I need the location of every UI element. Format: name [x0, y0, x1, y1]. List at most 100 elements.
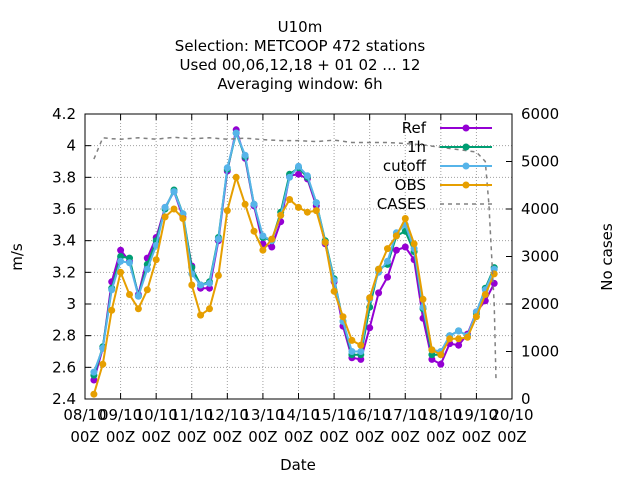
- legend-marker: [462, 124, 470, 132]
- data-point: [303, 172, 311, 180]
- data-point: [250, 227, 258, 235]
- data-point: [277, 211, 285, 219]
- data-point: [428, 346, 436, 354]
- y-tick-label: 4: [66, 137, 76, 155]
- x-tick-label-hour: 00Z: [141, 428, 170, 446]
- data-point: [197, 311, 205, 319]
- axes-ticks: 2.4 2.6 2.8 3 3.2 3.4 3.6 3.8 4 4.2 0 1000 2000 3000 4…: [52, 105, 559, 446]
- y2-tick-label: 0: [521, 390, 531, 408]
- data-point: [170, 205, 178, 213]
- x-tick-label-date: 17/10: [384, 406, 427, 424]
- y-tick-label: 3.8: [52, 168, 76, 186]
- y2-axis-label: No cases: [598, 223, 616, 291]
- data-point: [464, 333, 471, 341]
- data-point: [384, 257, 391, 265]
- data-point: [437, 360, 445, 368]
- legend-item: 1h: [407, 138, 492, 156]
- legend-label: cutoff: [383, 157, 427, 175]
- data-point: [188, 281, 196, 289]
- data-point: [259, 246, 267, 254]
- data-point: [428, 351, 436, 359]
- y2-tick-label: 5000: [521, 153, 559, 171]
- data-point: [90, 390, 98, 398]
- x-tick-label-date: 16/10: [348, 406, 391, 424]
- data-point: [384, 273, 391, 281]
- data-point: [197, 281, 205, 289]
- data-point: [303, 208, 311, 216]
- data-point: [455, 341, 463, 349]
- data-point: [206, 305, 213, 313]
- series-layer: [90, 125, 498, 398]
- data-point: [330, 287, 338, 295]
- x-tick-label-date: 10/10: [135, 406, 178, 424]
- y2-tick-label: 3000: [521, 248, 559, 266]
- x-tick-label-date: 18/10: [419, 406, 462, 424]
- data-point: [214, 272, 222, 279]
- y-tick-label: 4.2: [52, 105, 76, 123]
- x-tick-label-date: 15/10: [312, 406, 355, 424]
- data-point: [134, 305, 142, 313]
- data-point: [410, 240, 418, 248]
- x-tick-label-hour: 00Z: [106, 428, 135, 446]
- x-tick-label-hour: 00Z: [497, 428, 526, 446]
- data-point: [348, 348, 356, 355]
- data-point: [366, 324, 374, 332]
- data-point: [90, 368, 98, 376]
- y2-tick-label: 2000: [521, 295, 559, 313]
- data-point: [286, 196, 294, 203]
- data-point: [161, 213, 169, 221]
- legend-item: cutoff: [383, 157, 492, 175]
- x-tick-label-hour: 00Z: [70, 428, 99, 446]
- data-point: [206, 279, 213, 287]
- data-point: [99, 360, 107, 368]
- data-point: [357, 348, 365, 355]
- data-point: [357, 341, 365, 349]
- data-point: [401, 243, 409, 251]
- x-tick-label-date: 12/10: [206, 406, 249, 424]
- legend-item: OBS: [395, 176, 492, 194]
- data-point: [214, 235, 222, 243]
- data-point: [143, 265, 151, 273]
- legend-marker: [462, 162, 470, 170]
- x-tick-label-hour: 00Z: [213, 428, 242, 446]
- data-point: [143, 286, 151, 294]
- data-point: [312, 199, 320, 207]
- data-point: [268, 235, 276, 243]
- data-point: [152, 256, 160, 264]
- x-tick-label-date: 14/10: [277, 406, 320, 424]
- data-point: [295, 162, 302, 170]
- data-point: [117, 268, 125, 276]
- data-point: [401, 215, 409, 222]
- data-point: [375, 289, 383, 297]
- x-tick-label-date: 11/10: [170, 406, 213, 424]
- data-point: [268, 243, 276, 251]
- data-point: [223, 164, 231, 172]
- series-1h: [90, 129, 498, 379]
- data-point: [126, 259, 133, 267]
- chart-title: U10m Selection: METCOOP 472 stations Use…: [175, 18, 426, 93]
- data-point: [375, 265, 383, 273]
- data-point: [392, 232, 400, 240]
- y-tick-label: 3.2: [52, 263, 76, 281]
- y2-tick-label: 4000: [521, 200, 559, 218]
- y2-tick-label: 6000: [521, 105, 559, 123]
- x-tick-label-date: 19/10: [455, 406, 498, 424]
- data-point: [206, 284, 213, 292]
- data-point: [455, 327, 463, 335]
- y-tick-label: 3: [66, 295, 76, 313]
- x-tick-label-hour: 00Z: [391, 428, 420, 446]
- x-tick-label-date: 09/10: [99, 406, 142, 424]
- x-tick-label-hour: 00Z: [284, 428, 313, 446]
- legend-label: CASES: [377, 195, 426, 213]
- data-point: [286, 173, 294, 181]
- y-tick-label: 3.4: [52, 232, 76, 250]
- series-line: [92, 129, 496, 373]
- series-obs: [90, 173, 498, 398]
- x-axis-label: Date: [280, 456, 316, 474]
- series-cases: [93, 136, 497, 381]
- x-tick-label-date: 20/10: [490, 406, 533, 424]
- data-point: [117, 257, 125, 265]
- legend-label: Ref: [402, 119, 427, 137]
